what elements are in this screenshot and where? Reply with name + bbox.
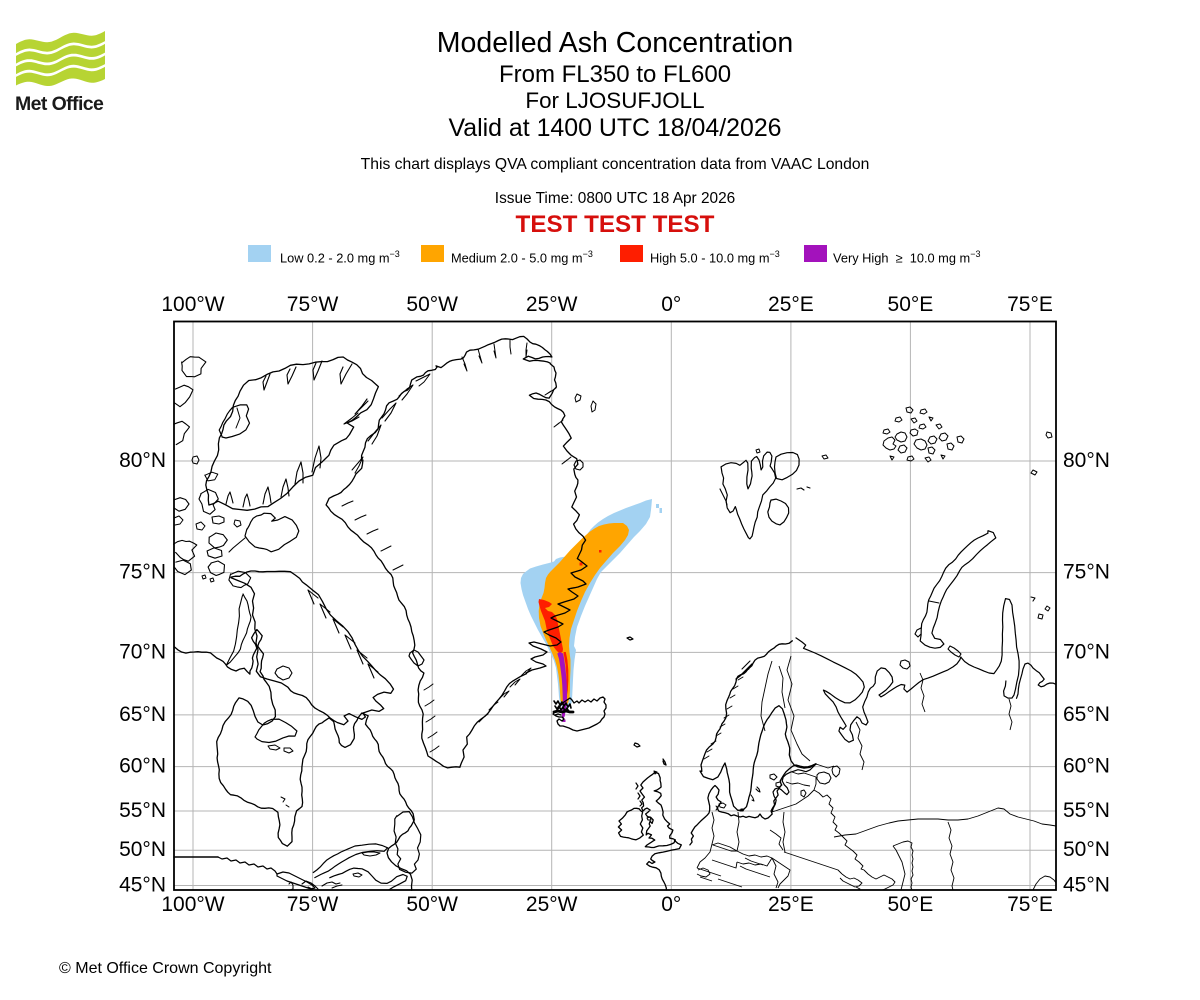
svg-text:45°N: 45°N (1063, 874, 1110, 897)
svg-text:Met Office: Met Office (15, 93, 104, 115)
svg-text:50°W: 50°W (406, 893, 458, 916)
svg-text:0°: 0° (661, 293, 681, 316)
svg-text:75°E: 75°E (1007, 893, 1053, 916)
svg-text:25°W: 25°W (526, 293, 578, 316)
svg-text:65°N: 65°N (119, 703, 166, 726)
svg-text:100°W: 100°W (161, 293, 224, 316)
svg-text:65°N: 65°N (1063, 703, 1110, 726)
svg-text:50°E: 50°E (888, 893, 934, 916)
svg-text:25°W: 25°W (526, 893, 578, 916)
svg-text:60°N: 60°N (1063, 755, 1110, 778)
svg-text:50°N: 50°N (119, 838, 166, 861)
svg-text:0°: 0° (661, 893, 681, 916)
svg-text:100°W: 100°W (161, 893, 224, 916)
svg-text:55°N: 55°N (1063, 799, 1110, 822)
svg-text:50°N: 50°N (1063, 838, 1110, 861)
svg-text:80°N: 80°N (1063, 449, 1110, 472)
svg-text:75°W: 75°W (287, 893, 339, 916)
svg-text:50°W: 50°W (406, 293, 458, 316)
svg-text:80°N: 80°N (119, 449, 166, 472)
svg-text:25°E: 25°E (768, 293, 814, 316)
svg-text:75°E: 75°E (1007, 293, 1053, 316)
svg-text:55°N: 55°N (119, 799, 166, 822)
svg-text:60°N: 60°N (119, 755, 166, 778)
svg-text:75°N: 75°N (1063, 561, 1110, 584)
svg-text:50°E: 50°E (888, 293, 934, 316)
svg-text:75°N: 75°N (119, 561, 166, 584)
svg-text:70°N: 70°N (119, 640, 166, 663)
svg-text:75°W: 75°W (287, 293, 339, 316)
svg-text:25°E: 25°E (768, 893, 814, 916)
svg-text:45°N: 45°N (119, 874, 166, 897)
svg-text:70°N: 70°N (1063, 640, 1110, 663)
